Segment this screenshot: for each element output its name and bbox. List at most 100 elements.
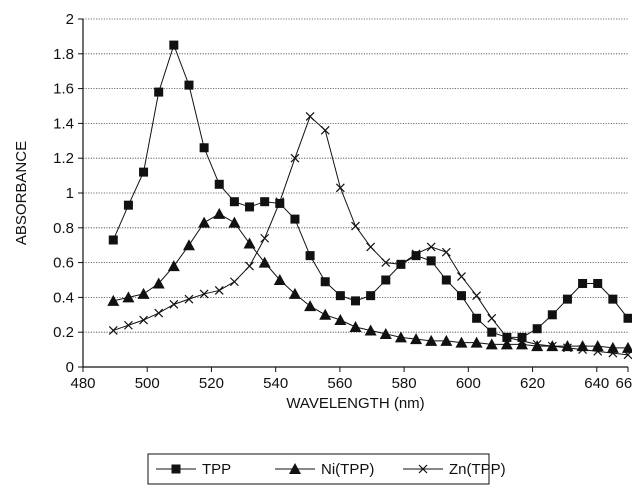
legend-label-tpp: TPP — [202, 461, 231, 478]
data-point-zn-tpp — [335, 183, 345, 193]
data-point-ni-tpp — [213, 207, 226, 219]
data-point-zn-tpp — [411, 249, 421, 259]
x-tick-label: 620 — [520, 375, 545, 392]
data-point-zn-tpp — [502, 332, 512, 342]
data-point-zn-tpp — [139, 315, 148, 325]
data-point-zn-tpp — [578, 345, 588, 355]
data-point-tpp — [411, 251, 421, 261]
data-point-zn-tpp — [441, 247, 451, 257]
legend-label-zn-tpp: Zn(TPP) — [449, 461, 506, 478]
x-tick-label: 640 — [584, 375, 609, 392]
x-tick-label: 560 — [327, 375, 352, 392]
data-point-tpp — [578, 278, 588, 288]
data-point-zn-tpp — [426, 242, 436, 252]
data-point-tpp — [608, 294, 618, 304]
data-point-ni-tpp — [500, 338, 513, 350]
data-point-zn-tpp — [472, 291, 482, 301]
y-tick-label: 1 — [66, 185, 74, 202]
data-point-zn-tpp — [108, 326, 118, 335]
data-point-tpp — [335, 291, 345, 301]
series-ni-tpp — [107, 207, 632, 353]
legend: TPP Ni(TPP) Zn(TPP) — [147, 453, 506, 485]
data-point-tpp — [593, 278, 603, 288]
data-point-tpp — [275, 198, 285, 208]
data-point-tpp — [320, 277, 330, 287]
data-point-tpp — [517, 332, 527, 342]
data-point-zn-tpp — [366, 242, 376, 252]
x-tick-labels: 480 500 520 540 560 580 600 620 640 660 — [70, 375, 632, 392]
data-point-ni-tpp — [152, 277, 165, 289]
y-axis-title: ABSORBANCE — [13, 141, 30, 245]
data-point-tpp — [290, 214, 300, 224]
data-point-ni-tpp — [288, 287, 301, 299]
x-tick-label: 520 — [199, 375, 224, 392]
data-point-zn-tpp — [547, 341, 557, 351]
data-point-ni-tpp — [531, 340, 544, 352]
axes — [78, 18, 629, 372]
data-point-zn-tpp — [245, 261, 254, 271]
data-point-zn-tpp — [290, 153, 300, 163]
data-point-tpp — [351, 296, 360, 306]
data-point-tpp — [199, 143, 209, 153]
y-tick-label: 1.6 — [53, 81, 74, 98]
data-point-ni-tpp — [455, 336, 468, 348]
data-point-ni-tpp — [107, 294, 120, 306]
data-point-ni-tpp — [470, 336, 483, 348]
data-point-ni-tpp — [516, 338, 529, 350]
data-point-zn-tpp — [229, 277, 239, 287]
data-point-ni-tpp — [485, 338, 498, 350]
data-point-ni-tpp — [425, 334, 438, 346]
data-point-zn-tpp — [532, 339, 542, 349]
data-point-zn-tpp — [320, 125, 330, 135]
x-tick-label: 580 — [392, 375, 417, 392]
y-tick-labels: 0 0.2 0.4 0.6 0.8 1 1.2 1.4 1.6 1.8 2 — [53, 11, 74, 376]
data-point-ni-tpp — [122, 291, 135, 303]
data-point-tpp — [426, 256, 436, 266]
data-point-tpp — [229, 197, 239, 207]
data-point-zn-tpp — [305, 112, 315, 121]
data-point-tpp — [245, 202, 255, 212]
legend-marker-zn-tpp — [418, 464, 428, 474]
data-point-zn-tpp — [260, 233, 270, 243]
data-point-ni-tpp — [576, 340, 589, 352]
data-point-ni-tpp — [273, 274, 286, 285]
data-point-tpp — [108, 235, 118, 245]
data-point-tpp — [547, 310, 557, 320]
data-point-ni-tpp — [334, 314, 347, 326]
data-point-ni-tpp — [198, 216, 211, 228]
data-point-tpp — [214, 179, 224, 189]
data-point-ni-tpp — [243, 237, 256, 249]
data-point-tpp — [381, 275, 391, 285]
y-tick-label: 0.4 — [53, 289, 74, 306]
series-layer — [107, 40, 632, 360]
x-tick-label: 600 — [456, 375, 481, 392]
data-point-zn-tpp — [563, 343, 572, 353]
data-point-tpp — [472, 313, 482, 323]
x-tick-label: 540 — [263, 375, 288, 392]
legend-label-ni-tpp: Ni(TPP) — [321, 461, 374, 478]
gridlines — [83, 18, 628, 333]
x-tick-label: 500 — [135, 375, 160, 392]
legend-item-ni-tpp: Ni(TPP) — [275, 461, 374, 478]
data-point-zn-tpp — [593, 346, 603, 356]
data-point-zn-tpp — [457, 272, 466, 281]
data-point-zn-tpp — [123, 320, 133, 330]
data-point-zn-tpp — [396, 259, 406, 269]
data-point-ni-tpp — [137, 287, 150, 299]
data-point-tpp — [184, 80, 194, 90]
data-point-ni-tpp — [379, 327, 392, 339]
data-point-tpp — [456, 291, 466, 301]
legend-marker-ni-tpp — [289, 463, 301, 474]
data-point-zn-tpp — [608, 348, 618, 358]
data-point-zn-tpp — [154, 308, 164, 318]
data-point-ni-tpp — [440, 334, 453, 346]
data-point-zn-tpp — [169, 299, 179, 309]
y-tick-label: 0.2 — [53, 324, 74, 341]
data-point-ni-tpp — [304, 300, 317, 312]
legend-marker-tpp — [171, 464, 181, 474]
y-tick-label: 1.4 — [53, 115, 74, 132]
data-point-zn-tpp — [351, 221, 360, 231]
data-point-ni-tpp — [349, 320, 362, 332]
y-tick-label: 0.8 — [53, 220, 74, 237]
